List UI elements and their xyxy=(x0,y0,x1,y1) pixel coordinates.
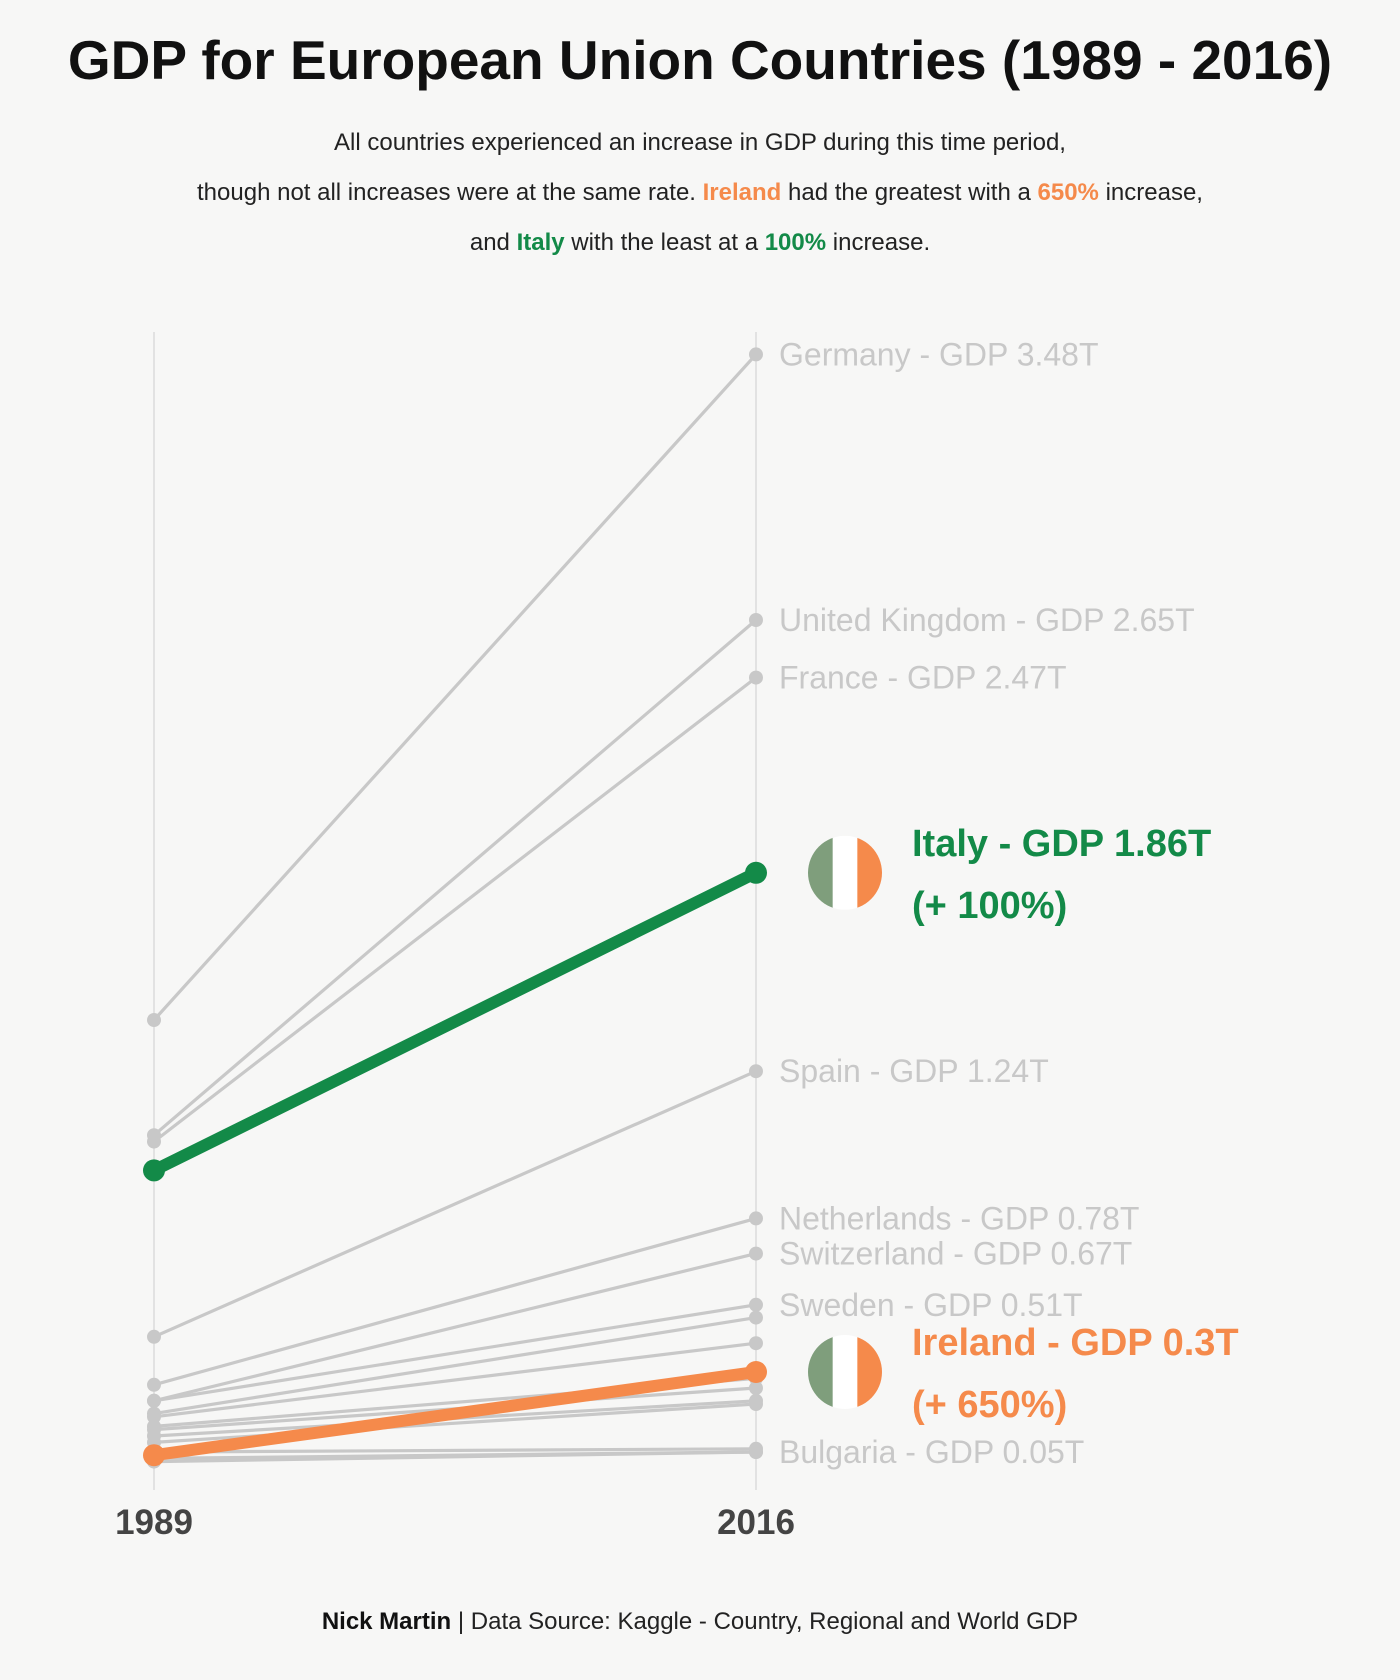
subtitle-ireland-highlight: Ireland xyxy=(702,179,782,206)
point-2016-united-kingdom xyxy=(749,613,763,627)
point-1989-sweden xyxy=(147,1393,161,1408)
point-1989-netherlands xyxy=(147,1377,161,1392)
point-2016-country-10 xyxy=(749,1381,763,1395)
point-2016-country-12 xyxy=(749,1397,763,1411)
point-2016-italy xyxy=(745,861,767,884)
subtitle-text: and xyxy=(469,229,517,256)
series-line-netherlands xyxy=(153,1216,757,1387)
point-2016-france xyxy=(749,670,763,685)
series-line-country-7 xyxy=(153,1316,757,1416)
subtitle-italy-percent: 100% xyxy=(764,229,827,256)
subtitle-italy-highlight: Italy xyxy=(516,229,565,256)
ireland-flag-icon xyxy=(808,1335,882,1409)
subtitle-text: with the least at a xyxy=(564,229,765,256)
label-change-italy: (+ 100%) xyxy=(912,885,1067,927)
point-1989-ireland xyxy=(143,1444,165,1467)
label-netherlands: Netherlands - GDP 0.78T xyxy=(779,1200,1139,1236)
series-line-sweden xyxy=(153,1303,757,1403)
point-1989-country-8 xyxy=(147,1409,161,1424)
x-tick-label-1989: 1989 xyxy=(115,1503,193,1542)
point-2016-bulgaria xyxy=(749,1445,763,1459)
point-1989-france xyxy=(147,1134,161,1149)
point-2016-switzerland xyxy=(749,1246,763,1261)
point-1989-italy xyxy=(143,1159,165,1182)
point-2016-germany xyxy=(749,347,763,362)
series-line-united-kingdom xyxy=(152,618,758,1137)
caption-source: Data Source: Kaggle - Country, Regional … xyxy=(470,1608,1079,1635)
point-2016-country-7 xyxy=(749,1310,763,1325)
ireland-flag-icon-stripe xyxy=(808,1335,834,1409)
series-line-country-8 xyxy=(153,1341,757,1419)
label-france: France - GDP 2.47T xyxy=(779,660,1067,696)
italy-flag-icon-stripe xyxy=(857,835,882,910)
series-line-italy xyxy=(148,866,762,1177)
label-bulgaria: Bulgaria - GDP 0.05T xyxy=(779,1434,1084,1470)
label-united-kingdom: United Kingdom - GDP 2.65T xyxy=(779,602,1195,638)
chart-subtitle: All countries experienced an increase in… xyxy=(0,118,1400,268)
point-2016-country-8 xyxy=(749,1336,763,1351)
label-germany: Germany - GDP 3.48T xyxy=(779,336,1099,372)
label-change-ireland: (+ 650%) xyxy=(912,1384,1067,1426)
chart-caption: Nick Martin | Data Source: Kaggle - Coun… xyxy=(0,1608,1400,1636)
italy-flag-icon-stripe xyxy=(832,835,858,910)
series-line-ireland xyxy=(148,1366,762,1462)
series-line-bulgaria xyxy=(153,1450,757,1464)
series-line-country-13 xyxy=(153,1447,757,1454)
series-line-switzerland xyxy=(153,1252,757,1403)
subtitle-line-2: though not all increases were at the sam… xyxy=(0,168,1400,218)
point-1989-spain xyxy=(147,1329,161,1344)
series-line-germany xyxy=(152,353,758,1022)
label-sweden: Sweden - GDP 0.51T xyxy=(779,1287,1083,1323)
point-2016-netherlands xyxy=(749,1211,763,1226)
label-ireland: Ireland - GDP 0.3T xyxy=(912,1322,1239,1364)
italy-flag-icon xyxy=(808,835,882,910)
label-italy: Italy - GDP 1.86T xyxy=(912,823,1211,865)
label-switzerland: Switzerland - GDP 0.67T xyxy=(779,1236,1132,1272)
series-line-spain xyxy=(153,1069,757,1339)
subtitle-line-3: and Italy with the least at a 100% incre… xyxy=(0,218,1400,268)
subtitle-text: though not all increases were at the sam… xyxy=(197,179,703,206)
point-1989-germany xyxy=(147,1013,161,1027)
chart-title: GDP for European Union Countries (1989 -… xyxy=(67,29,1333,91)
subtitle-ireland-percent: 650% xyxy=(1037,179,1099,206)
point-2016-ireland xyxy=(745,1361,767,1383)
point-2016-spain xyxy=(749,1064,763,1079)
caption-separator: | xyxy=(451,1608,471,1635)
x-tick-label-2016: 2016 xyxy=(717,1503,795,1542)
italy-flag-icon-stripe xyxy=(808,835,834,910)
subtitle-text: increase, xyxy=(1098,179,1203,206)
ireland-flag-icon-stripe xyxy=(857,1335,882,1409)
ireland-flag-icon-stripe xyxy=(832,1335,858,1409)
subtitle-text: increase. xyxy=(826,229,931,256)
subtitle-text: had the greatest with a xyxy=(781,179,1038,206)
label-spain: Spain - GDP 1.24T xyxy=(779,1053,1049,1089)
subtitle-line-1: All countries experienced an increase in… xyxy=(334,129,1066,156)
series-line-france xyxy=(153,676,757,1143)
point-2016-sweden xyxy=(749,1297,763,1312)
caption-author: Nick Martin xyxy=(321,1608,452,1635)
